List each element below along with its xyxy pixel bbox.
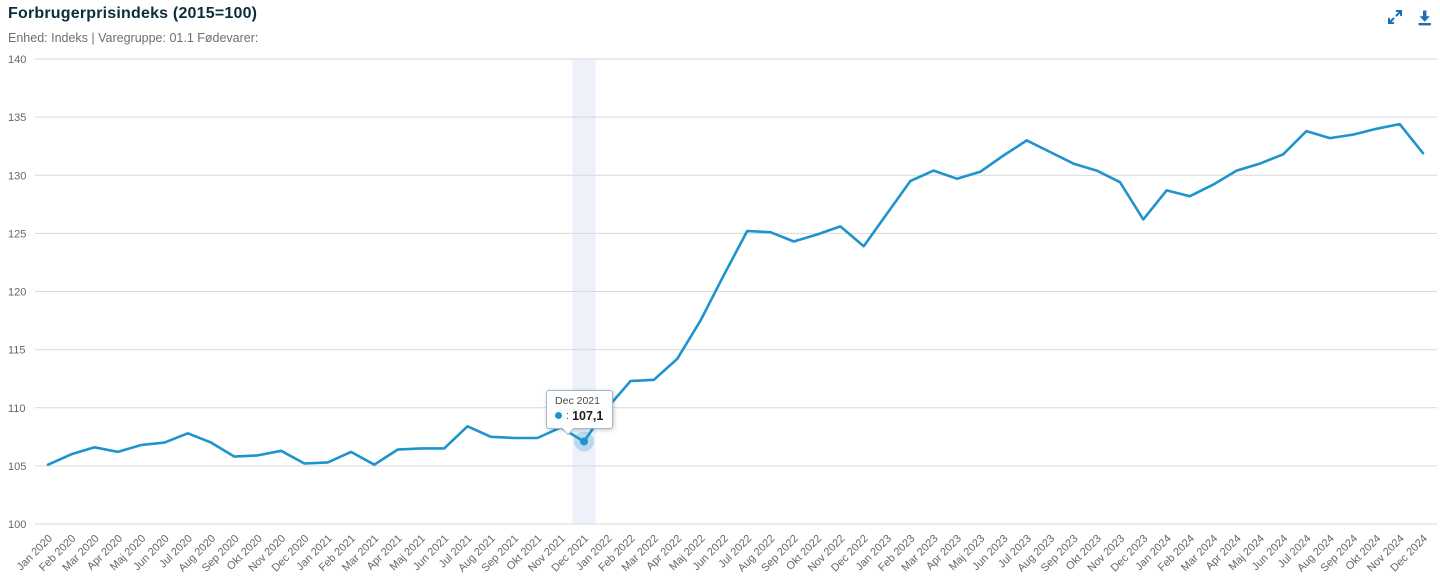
y-axis-label: 105 xyxy=(8,461,26,473)
point-marker xyxy=(580,437,589,446)
y-axis-label: 125 xyxy=(8,228,26,240)
series-dot-icon xyxy=(555,412,563,420)
tooltip-value-row: : 107,1 xyxy=(555,409,603,423)
y-axis-label: 110 xyxy=(8,403,26,415)
y-axis-label: 135 xyxy=(8,112,26,124)
y-axis-label: 100 xyxy=(8,519,26,531)
tooltip: Dec 2021 : 107,1 xyxy=(546,389,614,436)
expand-icon[interactable] xyxy=(1385,7,1405,27)
y-axis-label: 130 xyxy=(8,170,26,182)
price-line xyxy=(46,122,1425,466)
y-axis-label: 140 xyxy=(8,54,26,66)
download-icon-glyph xyxy=(1418,10,1431,25)
y-axis-label: 115 xyxy=(8,345,26,357)
y-axis-label: 120 xyxy=(8,287,26,299)
page-title: Forbrugerprisindeks (2015=100) xyxy=(8,5,258,22)
chart-subtitle: Enhed: Indeks | Varegruppe: 01.1 Fødevar… xyxy=(8,31,259,45)
tooltip-separator: : xyxy=(566,409,570,422)
expand-icon-glyph xyxy=(1388,10,1402,24)
download-icon[interactable] xyxy=(1414,7,1434,27)
tooltip-value: 107,1 xyxy=(572,408,604,423)
tooltip-date: Dec 2021 xyxy=(555,394,600,407)
chart-toolbar xyxy=(1385,7,1434,27)
